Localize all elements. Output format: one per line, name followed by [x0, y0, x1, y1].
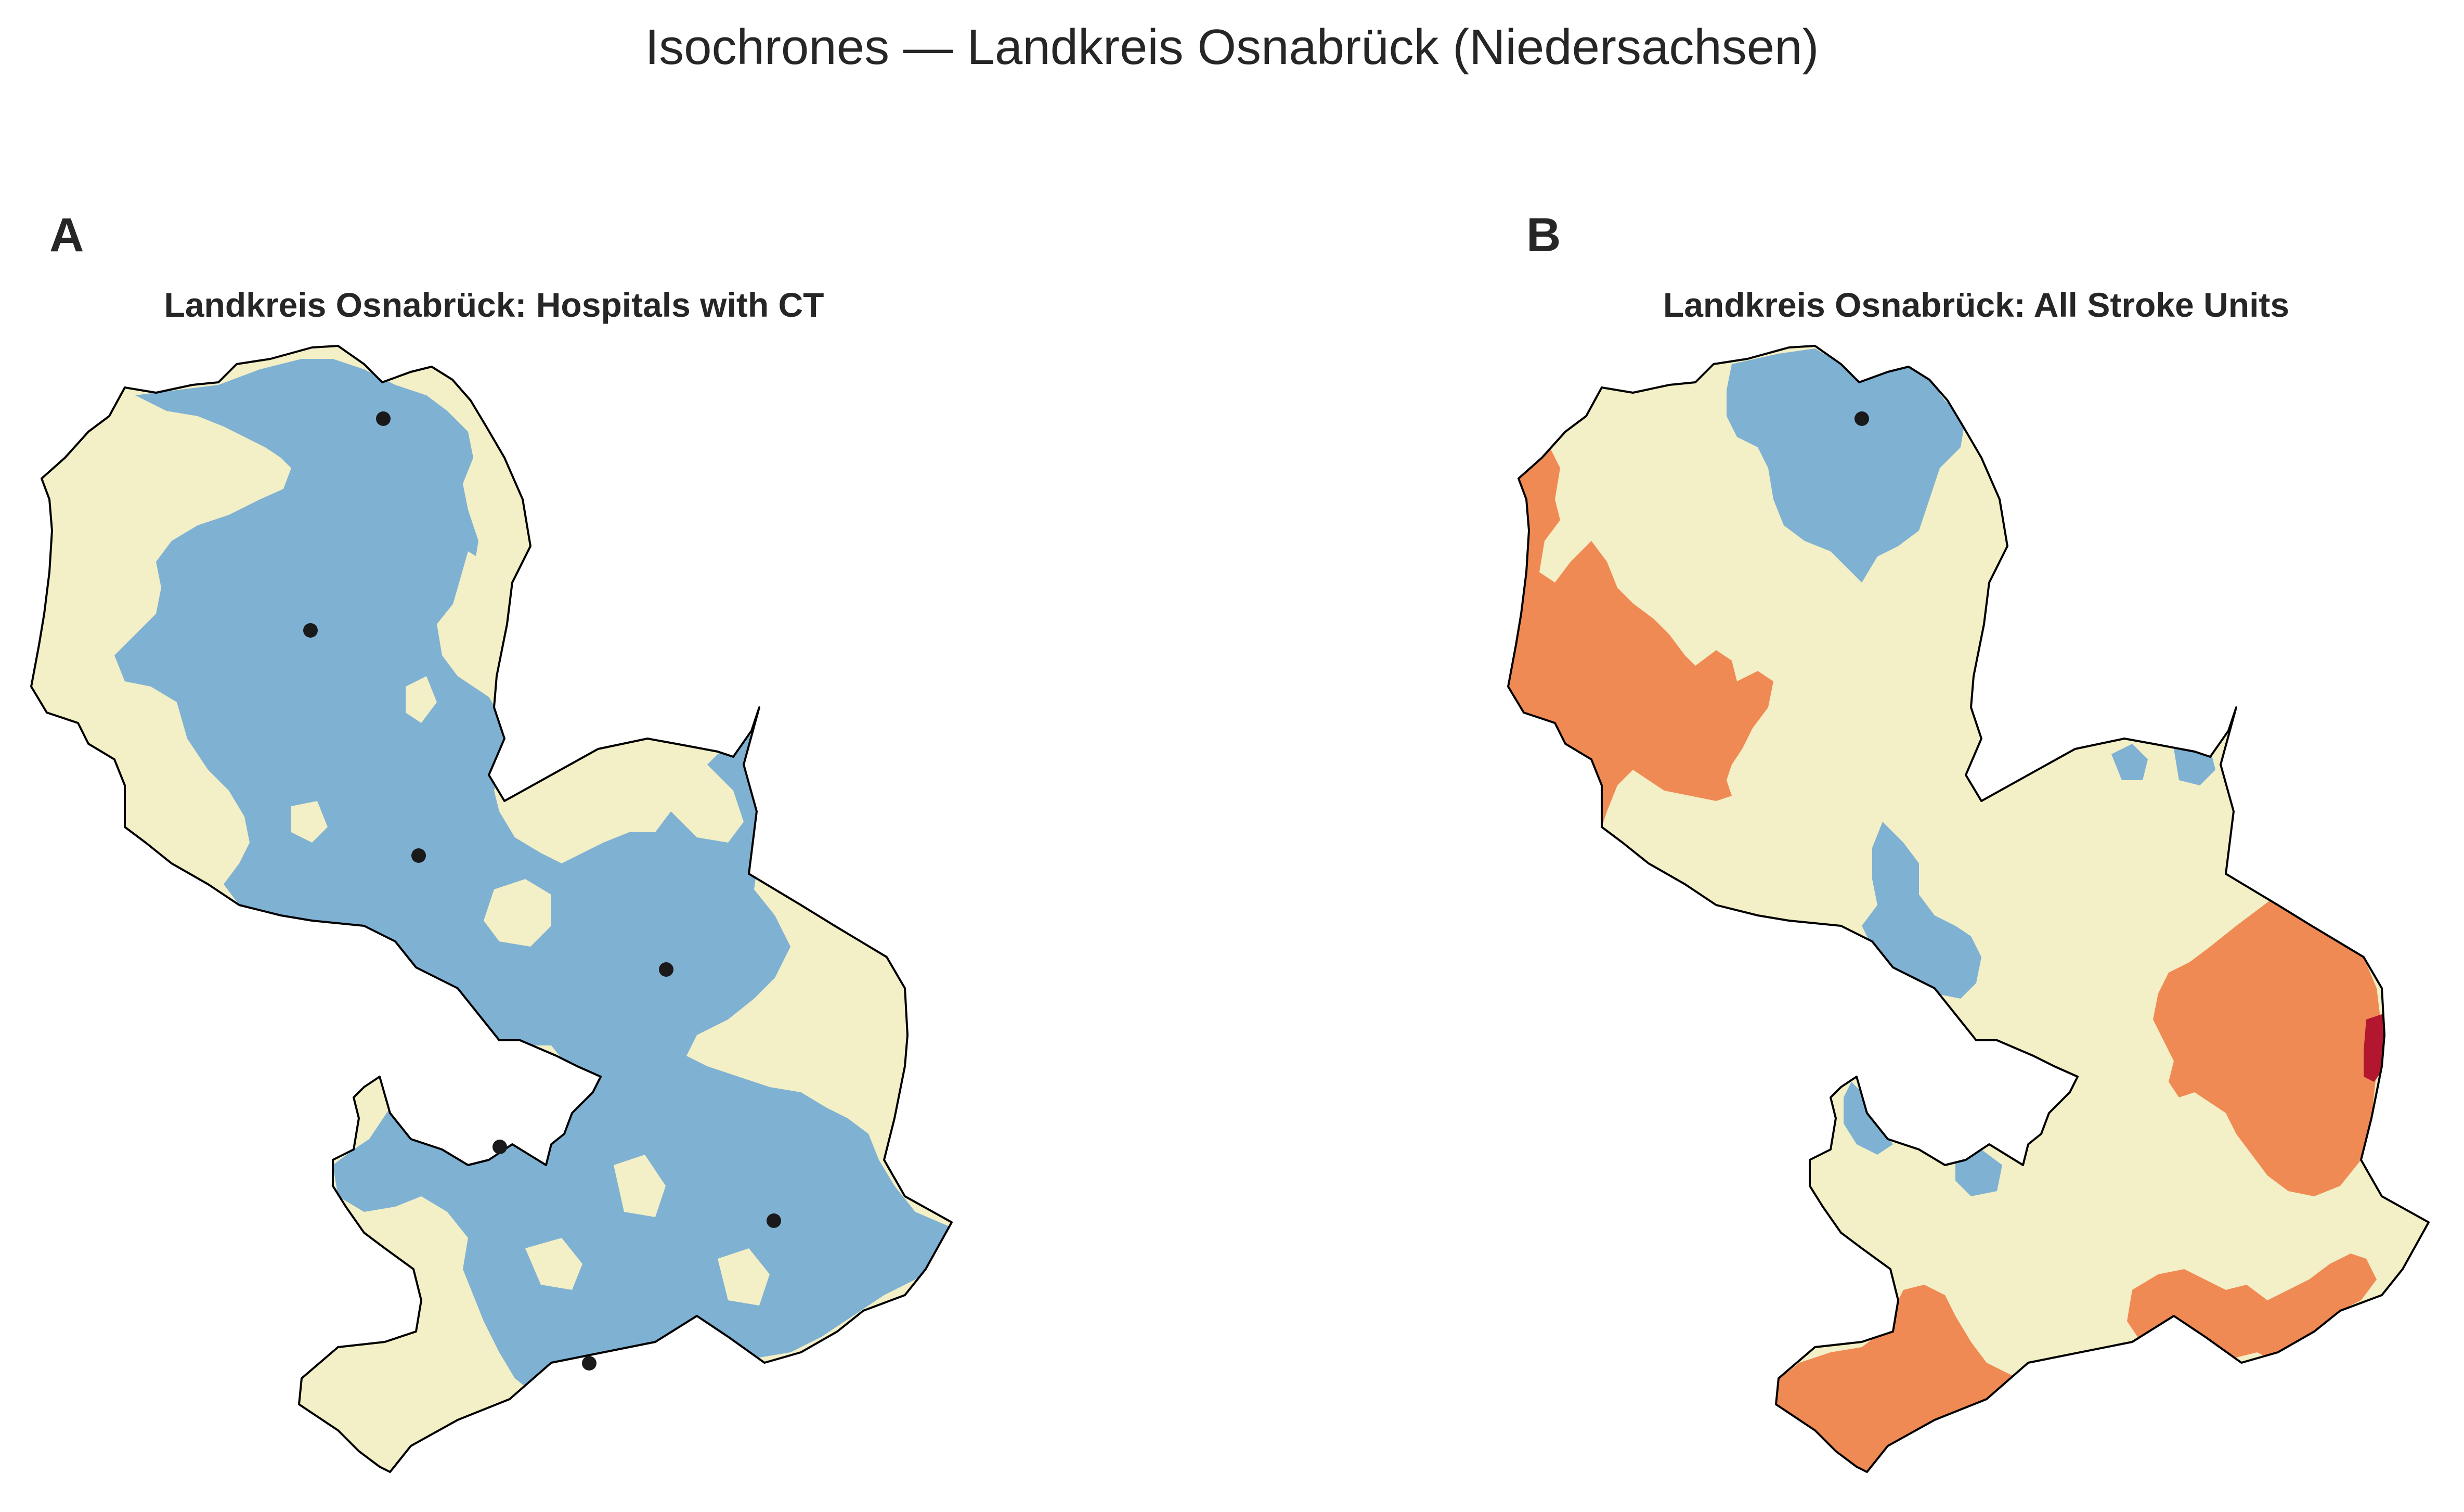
panel-b-stroke-unit-markers	[1855, 411, 1869, 426]
panel-b-letter: B	[1526, 209, 1561, 262]
facility-marker	[1855, 411, 1869, 426]
facility-marker	[582, 1356, 596, 1371]
facility-marker	[411, 848, 426, 863]
panel-a-letter: A	[49, 209, 84, 262]
panel-b-map	[1507, 345, 2430, 1473]
panel-a-map	[30, 345, 953, 1473]
panel-a-hospital-markers	[303, 411, 781, 1371]
facility-marker	[767, 1213, 781, 1228]
facility-marker	[492, 1140, 507, 1154]
panel-b-isochrone-red	[2364, 1014, 2392, 1082]
facility-marker	[376, 411, 391, 426]
figure-title: Isochrones — Landkreis Osnabrück (Nieder…	[645, 19, 1819, 75]
panel-a-isochrone-blue	[114, 359, 952, 1404]
facility-marker	[659, 962, 673, 977]
panel-a-title: Landkreis Osnabrück: Hospitals with CT	[164, 286, 824, 324]
facility-marker	[303, 623, 318, 638]
panel-a-outside-patches	[291, 551, 770, 1306]
panel-b-isochrone-blue	[1727, 348, 2215, 1196]
panel-b-title: Landkreis Osnabrück: All Stroke Units	[1663, 286, 2290, 324]
